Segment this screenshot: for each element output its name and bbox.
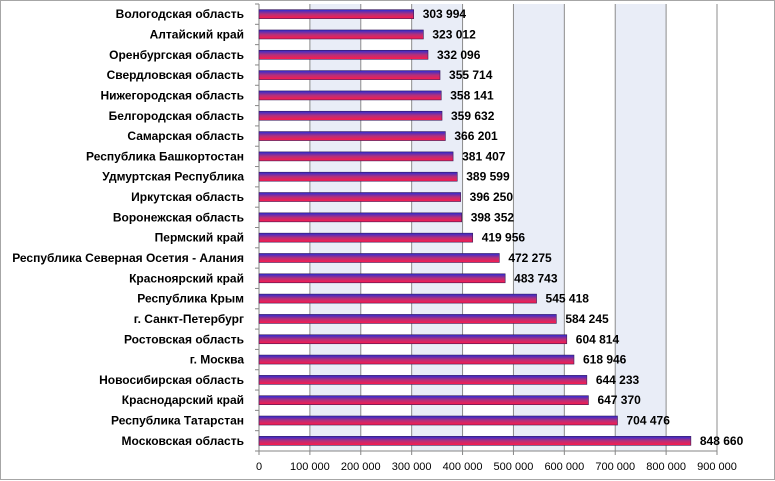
bar bbox=[258, 110, 443, 121]
bar bbox=[258, 70, 441, 80]
value-label: 355 714 bbox=[449, 68, 493, 82]
value-label: 398 352 bbox=[471, 210, 515, 224]
value-label: 618 946 bbox=[583, 353, 627, 367]
category-labels: Вологодская область Алтайский край Оренбур… bbox=[12, 7, 244, 448]
bar bbox=[258, 232, 474, 243]
x-tick-label: 600 000 bbox=[544, 461, 584, 473]
category-label: г. Санкт-Петербург bbox=[134, 312, 244, 326]
category-label: Свердловская область bbox=[107, 68, 244, 82]
category-label: г. Москва bbox=[190, 353, 245, 367]
category-label: Московская область bbox=[122, 434, 244, 448]
category-label: Республика Башкортостан bbox=[86, 149, 244, 163]
value-label: 604 814 bbox=[576, 332, 620, 346]
bar bbox=[258, 375, 588, 385]
value-label: 584 245 bbox=[565, 312, 609, 326]
value-labels: 303 994 323 012 332 096 355 714 358 141 359 6… bbox=[423, 7, 744, 448]
category-label: Республика Северная Осетия - Алания bbox=[12, 251, 244, 265]
bar bbox=[258, 151, 454, 162]
bar bbox=[258, 253, 500, 263]
x-tick-label: 300 000 bbox=[392, 461, 432, 473]
category-label: Красноярский край bbox=[129, 271, 244, 285]
x-tick-label: 500 000 bbox=[494, 461, 534, 473]
bar bbox=[258, 171, 458, 182]
plot-band bbox=[666, 4, 717, 451]
value-label: 396 250 bbox=[470, 190, 514, 204]
value-label: 644 233 bbox=[596, 373, 640, 387]
bar bbox=[258, 436, 692, 446]
category-label: Удмуртская Республика bbox=[102, 170, 244, 184]
bar bbox=[258, 29, 424, 40]
value-label: 366 201 bbox=[454, 129, 498, 143]
category-label: Оренбургская область bbox=[109, 48, 244, 62]
category-label: Белгородская область bbox=[109, 109, 244, 123]
bar bbox=[258, 354, 575, 365]
bar bbox=[258, 131, 446, 141]
value-label: 359 632 bbox=[451, 109, 495, 123]
bar bbox=[258, 314, 557, 324]
value-label: 323 012 bbox=[432, 27, 476, 41]
value-label: 332 096 bbox=[437, 48, 481, 62]
bar bbox=[258, 212, 463, 223]
bar bbox=[258, 293, 537, 304]
bar bbox=[258, 273, 506, 284]
category-label: Новосибирская область bbox=[99, 373, 244, 387]
value-label: 303 994 bbox=[423, 7, 467, 21]
plot-band bbox=[615, 4, 667, 451]
value-label: 389 599 bbox=[466, 170, 510, 184]
category-label: Республика Крым bbox=[137, 292, 244, 306]
x-tick-label: 900 000 bbox=[697, 461, 737, 473]
bar bbox=[258, 49, 429, 60]
x-tick-label: 200 000 bbox=[341, 461, 381, 473]
category-label: Нижегородская область bbox=[100, 88, 244, 102]
value-label: 483 743 bbox=[514, 271, 558, 285]
category-label: Воронежская область bbox=[113, 210, 244, 224]
bars bbox=[258, 9, 692, 446]
value-label: 358 141 bbox=[450, 88, 494, 102]
value-label: 472 275 bbox=[508, 251, 552, 265]
bar bbox=[258, 9, 414, 19]
category-label: Вологодская область bbox=[116, 7, 244, 21]
category-label: Самарская область bbox=[127, 129, 244, 143]
bar bbox=[258, 395, 589, 406]
value-label: 545 418 bbox=[546, 292, 590, 306]
bar bbox=[258, 192, 461, 202]
x-tick-label: 400 000 bbox=[443, 461, 483, 473]
category-label: Пермский край bbox=[155, 231, 244, 245]
value-label: 704 476 bbox=[627, 414, 671, 428]
category-label: Краснодарский край bbox=[122, 393, 244, 407]
x-tick-label: 100 000 bbox=[290, 461, 330, 473]
x-tick-label: 700 000 bbox=[595, 461, 635, 473]
category-label: Алтайский край bbox=[150, 27, 244, 41]
bar bbox=[258, 334, 568, 345]
x-tick-label: 800 000 bbox=[646, 461, 686, 473]
value-label: 419 956 bbox=[482, 231, 526, 245]
value-label: 381 407 bbox=[462, 149, 506, 163]
category-label: Республика Татарстан bbox=[111, 414, 244, 428]
bar bbox=[258, 90, 442, 101]
category-label: Иркутская область bbox=[131, 190, 244, 204]
bar bbox=[258, 415, 618, 426]
x-tick-label: 0 bbox=[256, 461, 262, 473]
category-label: Ростовская область bbox=[124, 332, 244, 346]
value-label: 647 370 bbox=[597, 393, 641, 407]
value-label: 848 660 bbox=[700, 434, 744, 448]
x-tick-labels: 0 100 000 200 000 300 000 400 000 500 000 600 … bbox=[256, 461, 737, 473]
